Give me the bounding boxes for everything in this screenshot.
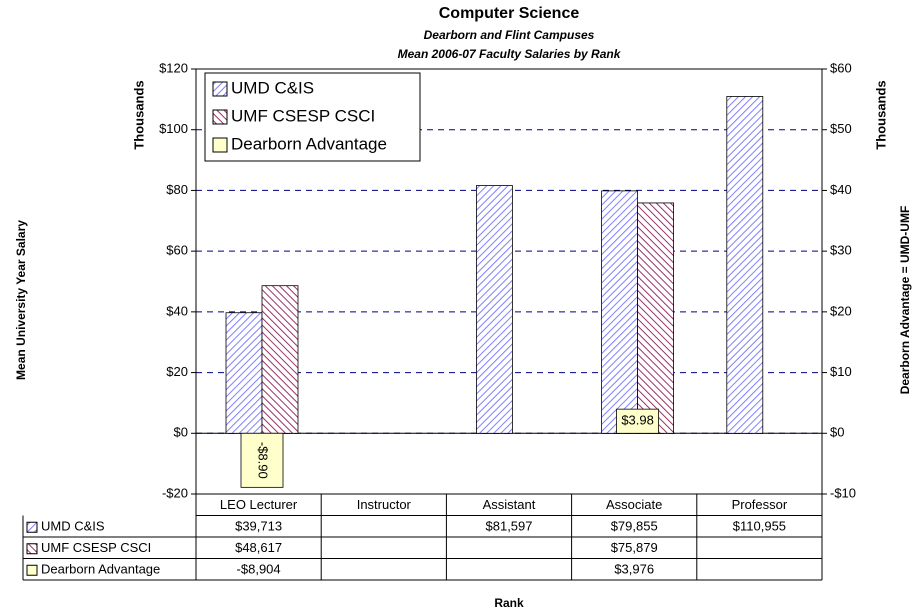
legend-label: UMD C&IS xyxy=(231,78,314,97)
y-tick-label: $20 xyxy=(166,364,188,379)
bar xyxy=(601,190,638,434)
legend-key xyxy=(212,137,228,153)
table-cell: $48,617 xyxy=(235,540,282,555)
x-tick-label: Professor xyxy=(732,497,788,512)
y-axis-unit: Thousands xyxy=(131,80,146,149)
x-axis-label: Rank xyxy=(494,596,524,610)
y-tick-label: $0 xyxy=(174,425,188,440)
y2-tick-label: $50 xyxy=(830,121,852,136)
table-row-label: Dearborn Advantage xyxy=(41,562,160,577)
x-tick-label: Assistant xyxy=(483,497,536,512)
table-cell: $79,855 xyxy=(611,519,658,534)
bar xyxy=(726,96,764,434)
table-row-label: UMF CSESP CSCI xyxy=(41,540,151,555)
table-legend-key xyxy=(26,564,38,576)
y2-axis-unit: Thousands xyxy=(873,80,888,149)
bar xyxy=(475,185,513,434)
legend-box xyxy=(204,72,421,162)
table-cell: $110,955 xyxy=(733,519,786,534)
y-tick-label: $80 xyxy=(166,182,188,197)
legend-key xyxy=(212,81,228,97)
chart-subtitle: Mean 2006-07 Faculty Salaries by Rank xyxy=(398,47,622,61)
bar xyxy=(225,312,263,434)
y2-tick-label: -$10 xyxy=(830,485,856,500)
table-legend-key xyxy=(26,521,38,533)
y-tick-label: $120 xyxy=(159,60,188,75)
table-row-label: UMD C&IS xyxy=(41,519,105,534)
y-tick-label: $60 xyxy=(166,243,188,258)
legend-label: UMF CSESP CSCI xyxy=(231,106,375,125)
table-cell: $81,597 xyxy=(486,519,533,534)
bar xyxy=(637,202,674,434)
y2-tick-label: $40 xyxy=(830,182,852,197)
y-tick-label: -$20 xyxy=(162,485,188,500)
legend-key xyxy=(212,109,228,125)
x-tick-label: Instructor xyxy=(357,497,412,512)
table-legend-key xyxy=(26,543,38,555)
y-tick-label: $40 xyxy=(166,303,188,318)
plot-border xyxy=(195,68,823,495)
x-tick-label: Associate xyxy=(606,497,662,512)
y2-tick-label: $60 xyxy=(830,60,852,75)
y2-tick-label: $10 xyxy=(830,364,852,379)
y2-axis-label: Dearborn Advantage = UMD-UMF xyxy=(898,206,912,395)
chart-subtitle: Dearborn and Flint Campuses xyxy=(424,28,595,42)
y2-tick-label: $20 xyxy=(830,303,852,318)
bar xyxy=(616,408,659,434)
chart-title: Computer Science xyxy=(439,5,580,22)
y2-tick-label: $0 xyxy=(830,425,844,440)
y2-tick-label: $30 xyxy=(830,243,852,258)
data-label: -$8.90 xyxy=(256,442,271,479)
bar xyxy=(261,285,299,434)
table-cell: $3,976 xyxy=(614,562,654,577)
y-tick-label: $100 xyxy=(159,121,188,136)
table-cell: -$8,904 xyxy=(237,562,281,577)
bar xyxy=(240,432,284,488)
y-axis-label: Mean University Year Salary xyxy=(14,220,28,380)
x-tick-label: LEO Lecturer xyxy=(220,497,298,512)
table-cell: $75,879 xyxy=(611,540,658,555)
data-label: $3.98 xyxy=(621,413,654,428)
table-cell: $39,713 xyxy=(235,519,282,534)
legend-label: Dearborn Advantage xyxy=(231,134,387,153)
